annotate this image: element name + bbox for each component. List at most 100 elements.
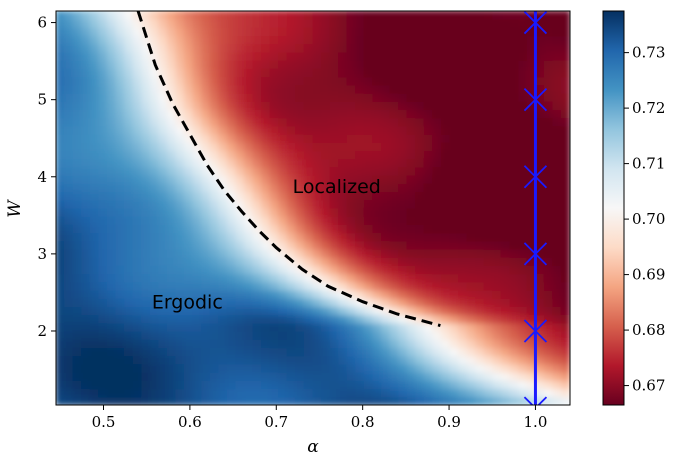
heatmap-cell	[518, 240, 528, 250]
heatmap-cell	[56, 191, 66, 201]
heatmap-cell	[449, 314, 460, 324]
heatmap-cell	[252, 158, 263, 168]
heatmap-cell	[115, 199, 126, 209]
heatmap-cell	[389, 215, 400, 225]
heatmap-cell	[372, 248, 383, 258]
heatmap-cell	[295, 347, 305, 357]
heatmap-cell	[158, 314, 168, 324]
heatmap-cell	[560, 363, 570, 373]
heatmap-cell	[209, 199, 220, 209]
heatmap-cell	[56, 150, 66, 160]
heatmap-cell	[269, 191, 280, 201]
heatmap-cell	[261, 256, 271, 266]
heatmap-cell	[355, 306, 365, 316]
heatmap-cell	[338, 330, 348, 340]
heatmap-cell	[432, 35, 442, 45]
heatmap-cell	[149, 273, 160, 283]
heatmap-cell	[89, 256, 100, 266]
heatmap-cell	[432, 314, 442, 324]
heatmap-cell	[269, 199, 280, 209]
heatmap-cell	[201, 215, 211, 225]
heatmap-cell	[98, 51, 108, 61]
heatmap-cell	[449, 141, 460, 152]
heatmap-cell	[64, 355, 74, 365]
heatmap-cell	[192, 289, 203, 299]
heatmap-cell	[106, 100, 117, 110]
heatmap-cell	[192, 43, 203, 53]
heatmap-cell	[252, 92, 263, 102]
heatmap-cell	[72, 67, 83, 78]
heatmap-cell	[526, 363, 537, 373]
heatmap-cell	[441, 396, 451, 405]
heatmap-cell	[124, 330, 134, 340]
heatmap-cell	[98, 125, 108, 135]
heatmap-cell	[526, 248, 537, 258]
heatmap-cell	[415, 174, 425, 184]
heatmap-cell	[518, 76, 528, 86]
heatmap-cell	[509, 330, 520, 340]
heatmap-cell	[235, 347, 245, 357]
heatmap-cell	[243, 174, 254, 184]
heatmap-cell	[458, 289, 468, 299]
heatmap-cell	[535, 18, 545, 28]
heatmap-cell	[235, 289, 245, 299]
heatmap-cell	[535, 306, 545, 316]
x-tick-label: 0.8	[351, 413, 375, 431]
heatmap-cell	[166, 240, 177, 250]
heatmap-cell	[175, 256, 185, 266]
heatmap-cell	[72, 215, 83, 225]
heatmap-cell	[415, 191, 425, 201]
heatmap-cell	[252, 174, 263, 184]
heatmap-cell	[149, 240, 160, 250]
heatmap-cell	[423, 330, 434, 340]
heatmap-cell	[303, 43, 314, 53]
heatmap-cell	[115, 322, 126, 332]
heatmap-cell	[98, 182, 108, 193]
heatmap-cell	[355, 363, 365, 373]
heatmap-cell	[56, 125, 66, 135]
heatmap-cell	[441, 191, 451, 201]
heatmap-cell	[286, 363, 297, 373]
heatmap-cell	[56, 322, 66, 332]
heatmap-cell	[81, 396, 91, 405]
heatmap-cell	[483, 289, 494, 299]
heatmap-field	[56, 11, 570, 405]
heatmap-cell	[175, 232, 185, 242]
heatmap-cell	[81, 117, 91, 127]
heatmap-cell	[286, 11, 297, 20]
heatmap-cell	[441, 289, 451, 299]
heatmap-cell	[201, 191, 211, 201]
heatmap-cell	[149, 174, 160, 184]
heatmap-cell	[526, 76, 537, 86]
heatmap-cell	[466, 273, 477, 283]
heatmap-cell	[166, 199, 177, 209]
heatmap-cell	[475, 264, 485, 275]
heatmap-cell	[415, 67, 425, 78]
heatmap-cell	[175, 314, 185, 324]
heatmap-cell	[415, 84, 425, 94]
heatmap-cell	[303, 100, 314, 110]
heatmap-cell	[175, 67, 185, 78]
heatmap-cell	[423, 35, 434, 45]
heatmap-cell	[543, 117, 554, 127]
heatmap-cell	[278, 240, 288, 250]
heatmap-cell	[329, 338, 340, 349]
heatmap-cell	[432, 215, 442, 225]
heatmap-cell	[64, 240, 74, 250]
heatmap-cell	[64, 43, 74, 53]
heatmap-cell	[560, 240, 570, 250]
heatmap-cell	[329, 11, 340, 20]
heatmap-cell	[235, 51, 245, 61]
heatmap-cell	[286, 109, 297, 119]
heatmap-cell	[321, 150, 331, 160]
heatmap-cell	[201, 18, 211, 28]
heatmap-cell	[500, 182, 511, 193]
heatmap-cell	[158, 306, 168, 316]
heatmap-cell	[106, 281, 117, 291]
heatmap-cell	[64, 35, 74, 45]
heatmap-cell	[98, 355, 108, 365]
heatmap-cell	[483, 347, 494, 357]
heatmap-cell	[56, 11, 66, 20]
heatmap-cell	[441, 150, 451, 160]
heatmap-cell	[278, 347, 288, 357]
